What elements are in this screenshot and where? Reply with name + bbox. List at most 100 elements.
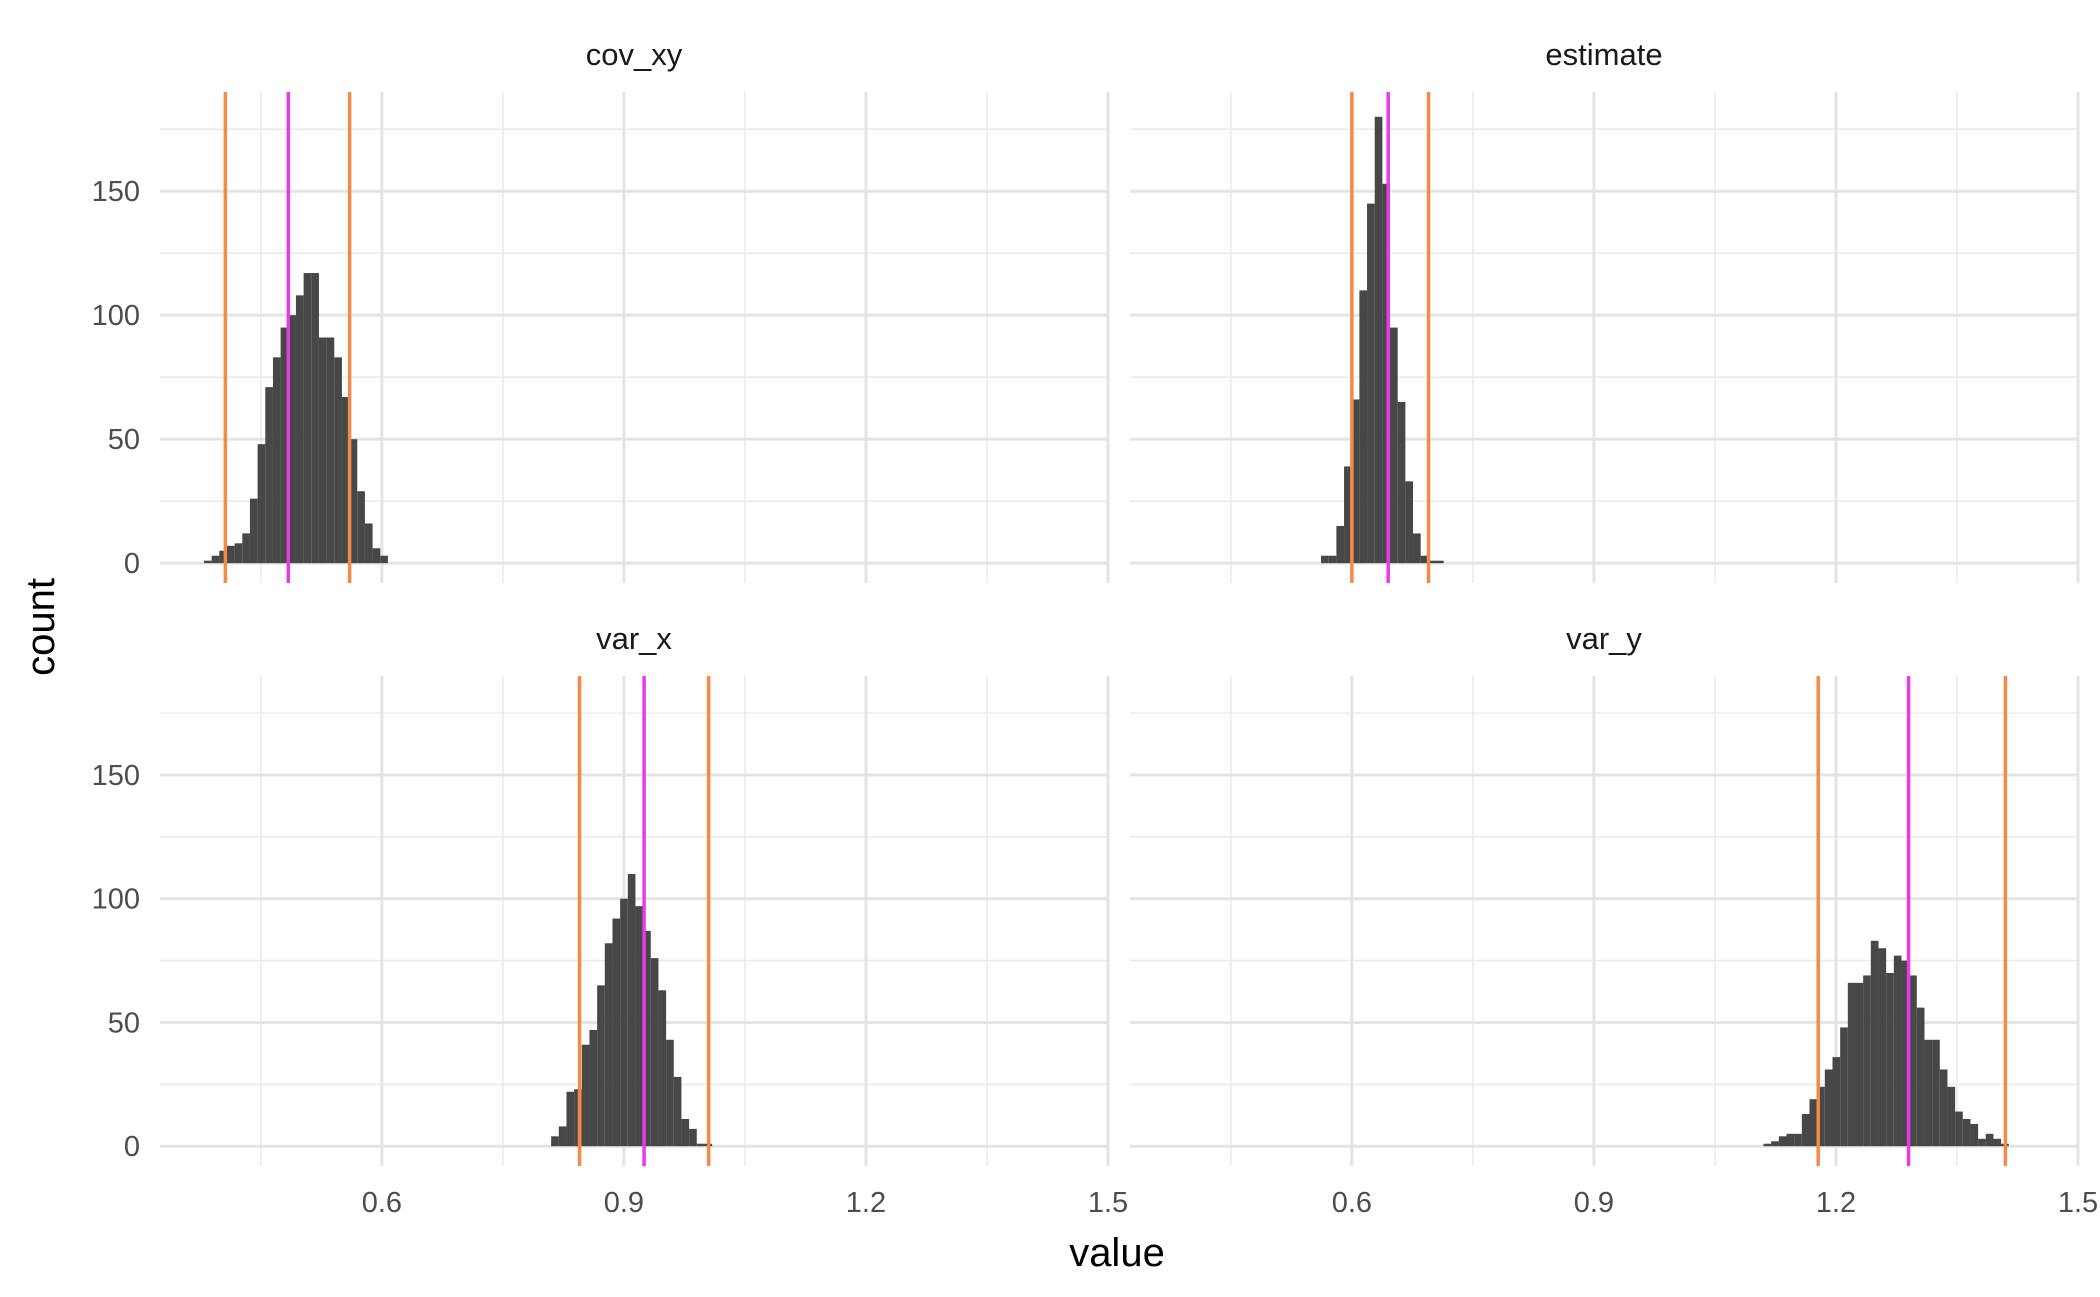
histogram-bar — [364, 523, 373, 564]
histogram-bar — [1405, 481, 1414, 564]
y-tick-label: 100 — [92, 884, 140, 916]
y-axis-title: count — [19, 578, 63, 676]
x-tick-label: 1.5 — [2058, 1187, 2098, 1219]
histogram-bar — [242, 533, 250, 564]
x-tick-label: 1.2 — [846, 1187, 886, 1219]
histogram-bar — [280, 327, 289, 564]
histogram-bar — [1901, 960, 1910, 1147]
facet-title: estimate — [1545, 37, 1662, 72]
histogram-bar — [1367, 203, 1375, 564]
histogram-bar — [1390, 327, 1398, 564]
facet-title: var_y — [1566, 621, 1642, 656]
y-tick-label: 50 — [108, 1007, 140, 1039]
histogram-bar — [334, 357, 342, 564]
histogram-bar — [620, 898, 628, 1147]
histogram-bar — [1893, 955, 1902, 1147]
histogram-bar — [1351, 399, 1360, 564]
histogram-bar — [357, 491, 365, 564]
histogram-bar — [658, 990, 667, 1147]
x-tick-label: 0.6 — [362, 1187, 402, 1219]
facet-panel-var_y: var_y 0.6 0.9 1.2 1.5 — [1130, 621, 2098, 1219]
histogram-bar — [1855, 982, 1864, 1147]
histogram-bar — [372, 548, 381, 564]
histogram-bar — [1916, 1007, 1925, 1147]
facet-panel-cov_xy: cov_xy 0 50 100 150 — [92, 37, 1110, 583]
histogram-bar — [257, 444, 266, 564]
facet-panels: cov_xy 0 50 100 150 estimate var_x 0 50 100 150 0.6… — [92, 37, 2099, 1219]
histogram-bar — [597, 985, 605, 1147]
histogram-bar — [666, 1039, 674, 1147]
histogram-bar — [295, 295, 304, 564]
histogram-bar — [288, 315, 296, 564]
histogram-bar — [650, 958, 659, 1147]
histogram-bar — [303, 273, 312, 564]
histogram-bar — [1397, 401, 1406, 564]
y-tick-label: 0 — [124, 548, 140, 580]
facet-panel-estimate: estimate — [1130, 37, 2080, 583]
histogram-bar — [1847, 982, 1856, 1147]
histogram-bar — [1321, 555, 1329, 564]
histogram-bar — [581, 1044, 590, 1147]
histogram-bar — [326, 337, 335, 564]
histogram-bar — [643, 930, 651, 1147]
histogram-bar — [589, 1029, 598, 1147]
histogram-bar — [627, 873, 636, 1147]
histogram-bar — [551, 1136, 559, 1147]
histogram-bar — [1809, 1099, 1818, 1147]
histogram-bar — [696, 1143, 705, 1147]
histogram-bar — [558, 1126, 567, 1147]
histogram-bar — [1886, 972, 1894, 1147]
histogram-bar — [635, 906, 644, 1147]
histogram-bar — [311, 273, 319, 564]
histogram-bar — [689, 1128, 697, 1147]
histogram-bar — [1863, 975, 1871, 1147]
histogram-bar — [1978, 1138, 1986, 1147]
histogram-bar — [681, 1118, 690, 1147]
histogram-bar — [1924, 1039, 1933, 1147]
x-tick-label: 0.6 — [1332, 1187, 1372, 1219]
y-tick-label: 0 — [124, 1131, 140, 1163]
x-tick-label: 0.9 — [1574, 1187, 1614, 1219]
histogram-bar — [1413, 533, 1421, 564]
histogram-bar — [1909, 975, 1917, 1147]
histogram-bar — [1955, 1111, 1963, 1147]
histogram-bar — [349, 439, 358, 564]
histogram-bar — [1840, 1027, 1848, 1147]
histogram-bar — [272, 357, 281, 564]
histogram-bar — [1985, 1133, 1994, 1147]
histogram-bar — [1970, 1123, 1979, 1147]
y-tick-label: 150 — [92, 176, 140, 208]
histogram-bar — [1374, 116, 1383, 564]
histogram-bar — [1932, 1039, 1940, 1147]
histogram-bar — [1824, 1069, 1833, 1147]
histogram-bar — [226, 545, 235, 564]
histogram-bar — [566, 1091, 575, 1147]
histogram-bar — [1794, 1133, 1802, 1147]
x-axis-title: value — [1069, 1231, 1165, 1275]
histogram-bar — [265, 387, 273, 564]
y-tick-label: 50 — [108, 424, 140, 456]
histogram-bar — [1870, 940, 1879, 1147]
histogram-bar — [249, 498, 258, 564]
histogram-bar — [1878, 948, 1887, 1147]
histogram-bar — [1832, 1057, 1841, 1147]
histogram-bar — [1993, 1138, 2002, 1147]
histogram-bar — [1786, 1133, 1795, 1147]
x-tick-label: 1.2 — [1816, 1187, 1856, 1219]
histogram-bar — [1336, 525, 1345, 564]
histogram-bar — [1428, 560, 1437, 564]
x-tick-label: 0.9 — [604, 1187, 644, 1219]
histogram-bar — [1359, 290, 1368, 564]
histogram-bar — [1436, 560, 1444, 564]
y-tick-label: 150 — [92, 760, 140, 792]
histogram-bar — [211, 555, 220, 564]
histogram-bar — [219, 550, 227, 564]
histogram-bar — [203, 560, 212, 564]
x-tick-label: 1.5 — [1088, 1187, 1128, 1219]
histogram-bar — [612, 918, 621, 1147]
histogram-bar — [1344, 466, 1352, 564]
histogram-bar — [318, 337, 327, 564]
histogram-bar — [1939, 1069, 1948, 1147]
histogram-bar — [380, 555, 388, 564]
